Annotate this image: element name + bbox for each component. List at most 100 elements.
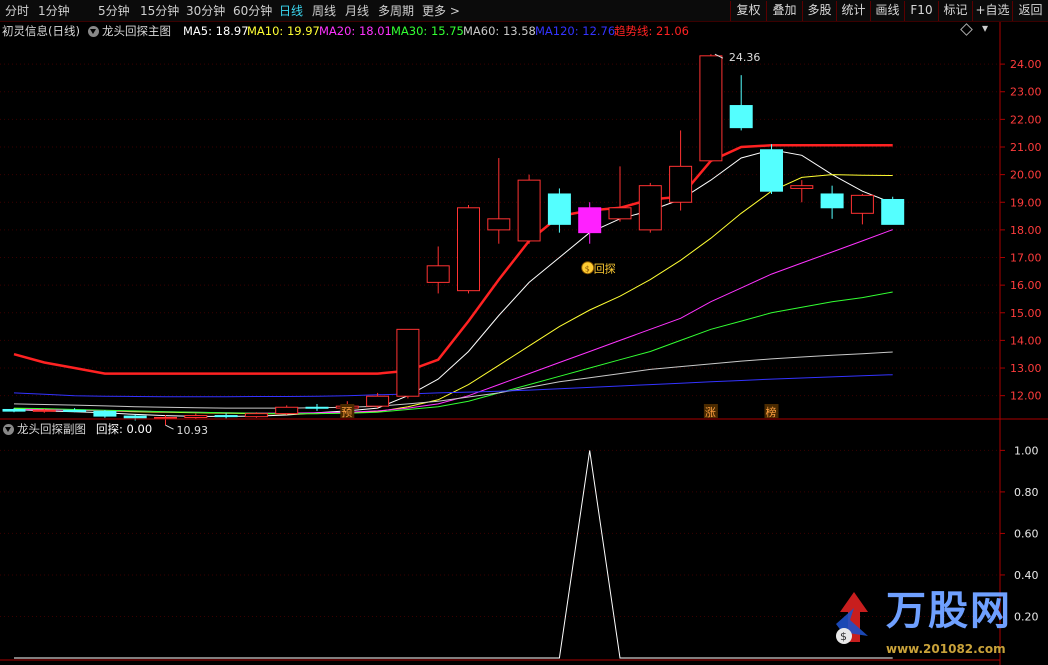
tf-60min[interactable]: 60分钟 — [233, 4, 273, 18]
candle-body — [184, 415, 208, 418]
event-mark-label: 预 — [341, 406, 352, 419]
candle-body — [881, 198, 905, 225]
sub-value-label: 回探: 0.00 — [96, 422, 153, 436]
candle-body — [608, 207, 632, 220]
candle-body — [275, 406, 299, 415]
ma-line-MA30 — [13, 291, 893, 415]
price-tick-label: 13.00 — [1010, 362, 1042, 375]
mark-button[interactable]: 标记 — [938, 1, 972, 21]
main-indicator-name[interactable]: 龙头回探主图 — [102, 24, 171, 38]
candle-body — [335, 405, 359, 409]
candle-body — [396, 328, 420, 397]
candle-body — [154, 416, 177, 419]
tf-fenshi[interactable]: 分时 — [5, 4, 30, 18]
watermark-brand: 万股网 — [886, 588, 1012, 634]
back-button[interactable]: 返回 — [1012, 1, 1048, 21]
candle-body — [850, 194, 874, 214]
tf-multi-period[interactable]: 多周期 — [378, 4, 415, 18]
sub-indicator-name[interactable]: 龙头回探副图 — [17, 422, 86, 436]
ma-line-MA5 — [13, 149, 893, 417]
money-bag-glyph: $ — [585, 265, 590, 274]
price-tick-label: 14.00 — [1010, 334, 1042, 347]
candle-body — [214, 415, 238, 418]
ma30-label: MA30: 15.75 — [391, 24, 464, 38]
stock-title: 初灵信息(日线) — [2, 24, 80, 38]
event-mark-label: 榜 — [766, 405, 777, 419]
price-tick-label: 15.00 — [1010, 307, 1042, 320]
tf-monthly[interactable]: 月线 — [345, 4, 370, 18]
event-mark-bg — [703, 404, 718, 418]
tf-15min[interactable]: 15分钟 — [140, 4, 180, 18]
price-tick-label: 17.00 — [1010, 252, 1042, 265]
candle-body — [244, 413, 268, 418]
candle-body — [426, 265, 450, 283]
candle-body — [32, 409, 56, 412]
logo-icon: $ — [836, 592, 868, 644]
top-toolbar: 分时 1分钟 5分钟 15分钟 30分钟 60分钟 日线 周线 月线 多周期 更… — [0, 0, 1048, 22]
ma20-label: MA20: 18.01 — [319, 24, 392, 38]
candle-body — [729, 105, 753, 129]
indicator-dropdown-icon[interactable] — [88, 26, 99, 37]
candle-body — [457, 207, 480, 292]
candle-body — [669, 165, 693, 203]
ma-line-趋势线 — [13, 144, 893, 375]
ma-line-MA10 — [13, 174, 893, 415]
price-tick-label: 19.00 — [1010, 196, 1042, 209]
candle-body — [699, 55, 723, 162]
candle-body — [638, 185, 662, 231]
watermark-url: www.201082.com — [886, 642, 1006, 656]
event-mark-bg — [340, 404, 355, 418]
ma120-label: MA120: 12.76 — [535, 24, 616, 38]
tf-5min[interactable]: 5分钟 — [98, 4, 130, 18]
fuquan-button[interactable]: 复权 — [730, 1, 766, 21]
overlay-button[interactable]: 叠加 — [766, 1, 802, 21]
sub-tick-label: 0.40 — [1014, 569, 1039, 582]
ma-line-MA120 — [13, 374, 893, 398]
f10-button[interactable]: F10 — [904, 1, 938, 21]
ma60-label: MA60: 13.58 — [463, 24, 536, 38]
candle-body — [123, 415, 147, 419]
sub-line-回探 — [14, 450, 893, 659]
multi-stock-button[interactable]: 多股 — [802, 1, 836, 21]
event-mark-bg — [764, 404, 779, 418]
sub-tick-label: 0.60 — [1014, 527, 1039, 540]
sub-indicator-bar: 龙头回探副图 回探: 0.00 — [0, 420, 1000, 438]
candle-body — [517, 179, 541, 242]
price-tick-label: 20.00 — [1010, 169, 1042, 182]
diamond-icon[interactable] — [960, 23, 973, 36]
signal-label: 回探 — [594, 263, 616, 276]
candle-body — [366, 395, 390, 407]
candle-body — [820, 193, 844, 209]
sub-tick-label: 1.00 — [1014, 444, 1039, 457]
main-indicator-bar: 初灵信息(日线) 龙头回探主图 MA5: 18.97 MA10: 19.97 M… — [0, 22, 1000, 40]
candle-body — [93, 410, 117, 417]
tf-weekly[interactable]: 周线 — [312, 4, 337, 18]
ma10-label: MA10: 19.97 — [247, 24, 320, 38]
svg-text:$: $ — [840, 630, 847, 643]
trend-line-label: 趋势线: 21.06 — [614, 24, 689, 38]
tf-30min[interactable]: 30分钟 — [186, 4, 226, 18]
tf-daily[interactable]: 日线 — [279, 4, 304, 18]
candle-body — [578, 207, 602, 234]
ma-line-MA60 — [13, 351, 893, 409]
money-bag-icon — [581, 261, 595, 275]
candle-body — [790, 185, 814, 189]
price-tick-label: 21.00 — [1010, 141, 1042, 154]
high-price-label: 24.36 — [729, 51, 761, 64]
candle-body — [305, 406, 329, 409]
price-tick-label: 23.00 — [1010, 86, 1042, 99]
price-tick-label: 16.00 — [1010, 279, 1042, 292]
tf-1min[interactable]: 1分钟 — [38, 4, 70, 18]
sub-tick-label: 0.80 — [1014, 486, 1039, 499]
candle-body — [760, 149, 783, 192]
watermark: $ 万股网 www.201082.com — [824, 584, 1048, 665]
draw-line-button[interactable]: 画线 — [870, 1, 904, 21]
collapse-chevron-icon[interactable]: ▾ — [982, 21, 989, 35]
statistics-button[interactable]: 统计 — [836, 1, 870, 21]
price-tick-label: 22.00 — [1010, 113, 1042, 126]
add-watchlist-button[interactable]: +自选 — [972, 1, 1012, 21]
candle-body — [487, 218, 511, 231]
tf-more[interactable]: 更多 > — [422, 4, 460, 18]
sub-indicator-dropdown-icon[interactable] — [3, 424, 14, 435]
